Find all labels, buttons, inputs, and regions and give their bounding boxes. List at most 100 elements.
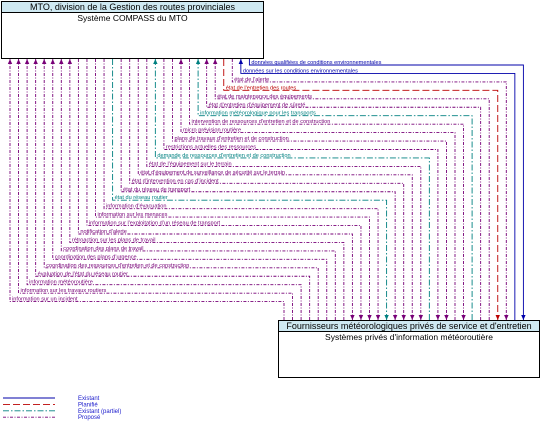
flow-label: information sur l'exploitation d'un rése…: [89, 221, 221, 227]
flow-label: état du réseau routier: [115, 195, 168, 201]
flow-label: restrictions actuelles des ressources: [166, 145, 256, 151]
flow-4[interactable]: état de maintenance des équipements: [213, 59, 490, 320]
flow-label: notification d'alerte: [80, 229, 126, 235]
flow-line: [120, 59, 396, 320]
flow-label: état de maintenance des équipements: [217, 94, 312, 100]
flow-label: état d'équipement de surveillance de séc…: [140, 170, 285, 176]
flow-line: [154, 59, 430, 320]
flow-line: [231, 59, 507, 320]
mto-compass-header: MTO, division de la Gestion des routes p…: [2, 2, 263, 13]
flow-1[interactable]: données sur les conditions environnement…: [238, 59, 516, 320]
flow-line: [146, 59, 422, 320]
flow-19[interactable]: information sur l'exploitation d'un rése…: [86, 59, 364, 320]
flow-label: information d'évacuation: [106, 204, 166, 210]
flow-7[interactable]: intervention de ressources d'entretien e…: [189, 59, 466, 320]
flow-label: état de l'entretien des routes: [226, 85, 297, 91]
flow-6[interactable]: information météorologique pour les tran…: [195, 59, 473, 320]
flow-18[interactable]: information sur les menaces: [95, 59, 372, 320]
flow-label: données sur les conditions environnement…: [243, 68, 358, 74]
flow-16[interactable]: état du réseau routier: [112, 59, 389, 320]
flow-line: [223, 59, 499, 320]
flow-line: [129, 59, 405, 320]
flow-label: données qualifiées de conditions environ…: [251, 60, 381, 66]
flow-label: coordination des plans de travail: [63, 246, 143, 252]
flow-20[interactable]: notification d'alerte: [77, 59, 355, 320]
flow-label: information sur les menaces: [98, 212, 168, 218]
legend-label-planifie: Planifié: [78, 402, 98, 408]
flow-line: [197, 59, 473, 320]
flow-12[interactable]: état de l'équipement sur le terrain: [146, 59, 423, 320]
flow-17[interactable]: information d'évacuation: [103, 59, 381, 320]
flow-line: [172, 59, 447, 320]
flow-23[interactable]: coordination des plans d'urgence: [50, 59, 328, 320]
mto-compass-name: Système COMPASS du MTO: [77, 13, 188, 23]
flow-label: coordination des ressources d'entretien …: [46, 263, 189, 269]
flow-11[interactable]: demande de ressources d'entretien et de …: [153, 59, 430, 320]
flow-9[interactable]: plans de travaux d'entretien et de const…: [172, 59, 449, 320]
flow-line: [180, 59, 456, 320]
legend-label-propose: Proposé: [78, 415, 101, 421]
flow-line: [95, 59, 370, 320]
flow-line: [137, 59, 413, 320]
flow-21[interactable]: rétroaction sur les plans de travail: [67, 59, 345, 320]
flow-0[interactable]: données qualifiées de conditions environ…: [248, 59, 526, 320]
flow-15[interactable]: état du réseau de transport: [120, 59, 398, 320]
flow-line: [163, 59, 439, 320]
private-weather-name: Systèmes privés d'information météorouti…: [325, 332, 493, 342]
flows-layer: données qualifiées de conditions environ…: [7, 59, 526, 320]
flow-26[interactable]: information météoroutière: [24, 59, 302, 320]
flow-8[interactable]: micro prévision routière: [178, 59, 456, 320]
flow-label: demande de ressources d'entretien et de …: [157, 153, 290, 159]
flow-line: [112, 59, 388, 320]
flow-label: état de l'équipement sur le terrain: [149, 161, 232, 167]
flow-10[interactable]: restrictions actuelles des ressources: [163, 59, 441, 320]
flow-line: [9, 59, 285, 320]
flow-line: [60, 59, 336, 320]
flow-label: état d'intervention en cas d'incident: [132, 178, 219, 184]
flow-line: [214, 59, 490, 320]
flow-label: information sur un incident: [12, 297, 78, 303]
flow-line: [248, 59, 524, 320]
flow-line: [86, 59, 362, 320]
flow-2[interactable]: état de l'alerte: [231, 59, 509, 320]
flow-14[interactable]: état d'intervention en cas d'incident: [129, 59, 406, 320]
flow-22[interactable]: coordination des plans de travail: [59, 59, 336, 320]
flow-label: rétroaction sur les plans de travail: [72, 237, 156, 243]
flow-line: [18, 59, 293, 320]
mto-compass-system-box[interactable]: MTO, division de la Gestion des routes p…: [1, 1, 264, 59]
flow-5[interactable]: état d'entretien d'équipement de sûreté: [204, 59, 482, 320]
flow-24[interactable]: coordination des ressources d'entretien …: [42, 59, 319, 320]
flow-25[interactable]: évaluation de l'état du réseau routier: [33, 59, 311, 320]
flow-3[interactable]: état de l'entretien des routes: [223, 59, 500, 320]
flow-line: [206, 59, 482, 320]
flow-label: plans de travaux d'entretien et de const…: [174, 136, 288, 142]
flow-label: information météorologique pour les tran…: [200, 111, 316, 117]
flow-line: [103, 59, 379, 320]
flow-line: [69, 59, 345, 320]
private-weather-header: Fournisseurs météorologiques privés de s…: [279, 321, 539, 332]
flow-label: état de l'alerte: [234, 77, 269, 83]
flow-label: évaluation de l'état du réseau routier: [38, 271, 128, 277]
legend-label-existant_partiel: Existant (partiel): [78, 409, 121, 415]
flow-label: état d'entretien d'équipement de sûreté: [209, 102, 306, 108]
flow-line: [77, 59, 353, 320]
flow-line: [52, 59, 328, 320]
flow-label: micro prévision routière: [183, 128, 241, 134]
flow-28[interactable]: information sur un incident: [7, 59, 285, 320]
private-weather-system-box[interactable]: Fournisseurs météorologiques privés de s…: [278, 320, 540, 378]
legend-label-existant: Existant: [78, 396, 100, 402]
flow-label: intervention de ressources d'entretien e…: [192, 119, 331, 125]
flow-label: coordination des plans d'urgence: [55, 254, 137, 260]
flow-label: information sur les travaux routiers: [21, 288, 107, 294]
flow-line: [240, 59, 516, 320]
flow-line: [189, 59, 464, 320]
flow-line: [43, 59, 319, 320]
flow-label: information météoroutière: [29, 280, 93, 286]
flow-27[interactable]: information sur les travaux routiers: [16, 59, 293, 320]
flow-line: [35, 59, 311, 320]
flow-line: [26, 59, 302, 320]
flow-label: état du réseau de transport: [123, 187, 191, 193]
flow-13[interactable]: état d'équipement de surveillance de séc…: [137, 59, 415, 320]
